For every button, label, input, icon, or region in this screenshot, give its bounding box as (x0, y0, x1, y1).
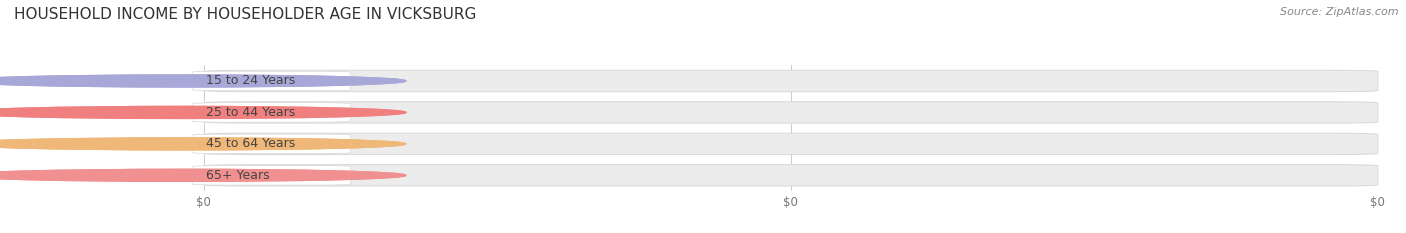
Text: 25 to 44 Years: 25 to 44 Years (207, 106, 295, 119)
FancyBboxPatch shape (193, 103, 350, 122)
Text: HOUSEHOLD INCOME BY HOUSEHOLDER AGE IN VICKSBURG: HOUSEHOLD INCOME BY HOUSEHOLDER AGE IN V… (14, 7, 477, 22)
Circle shape (0, 106, 406, 118)
Text: Source: ZipAtlas.com: Source: ZipAtlas.com (1281, 7, 1399, 17)
FancyBboxPatch shape (204, 104, 260, 121)
Text: 65+ Years: 65+ Years (207, 169, 270, 182)
Circle shape (0, 169, 406, 181)
Circle shape (0, 169, 406, 181)
FancyBboxPatch shape (204, 136, 260, 152)
FancyBboxPatch shape (193, 71, 350, 91)
FancyBboxPatch shape (204, 133, 1378, 154)
Text: $0: $0 (225, 170, 239, 180)
FancyBboxPatch shape (193, 134, 350, 154)
Circle shape (0, 75, 406, 87)
Text: $0: $0 (225, 107, 239, 117)
Circle shape (0, 138, 406, 150)
Circle shape (0, 75, 406, 87)
Circle shape (0, 106, 406, 118)
Text: 15 to 24 Years: 15 to 24 Years (207, 75, 295, 87)
FancyBboxPatch shape (193, 166, 350, 185)
Text: $0: $0 (225, 76, 239, 86)
FancyBboxPatch shape (204, 167, 260, 184)
Circle shape (0, 138, 406, 150)
FancyBboxPatch shape (204, 70, 1378, 92)
Text: $0: $0 (225, 139, 239, 149)
FancyBboxPatch shape (204, 73, 260, 89)
FancyBboxPatch shape (204, 102, 1378, 123)
FancyBboxPatch shape (204, 165, 1378, 186)
Text: 45 to 64 Years: 45 to 64 Years (207, 137, 295, 150)
